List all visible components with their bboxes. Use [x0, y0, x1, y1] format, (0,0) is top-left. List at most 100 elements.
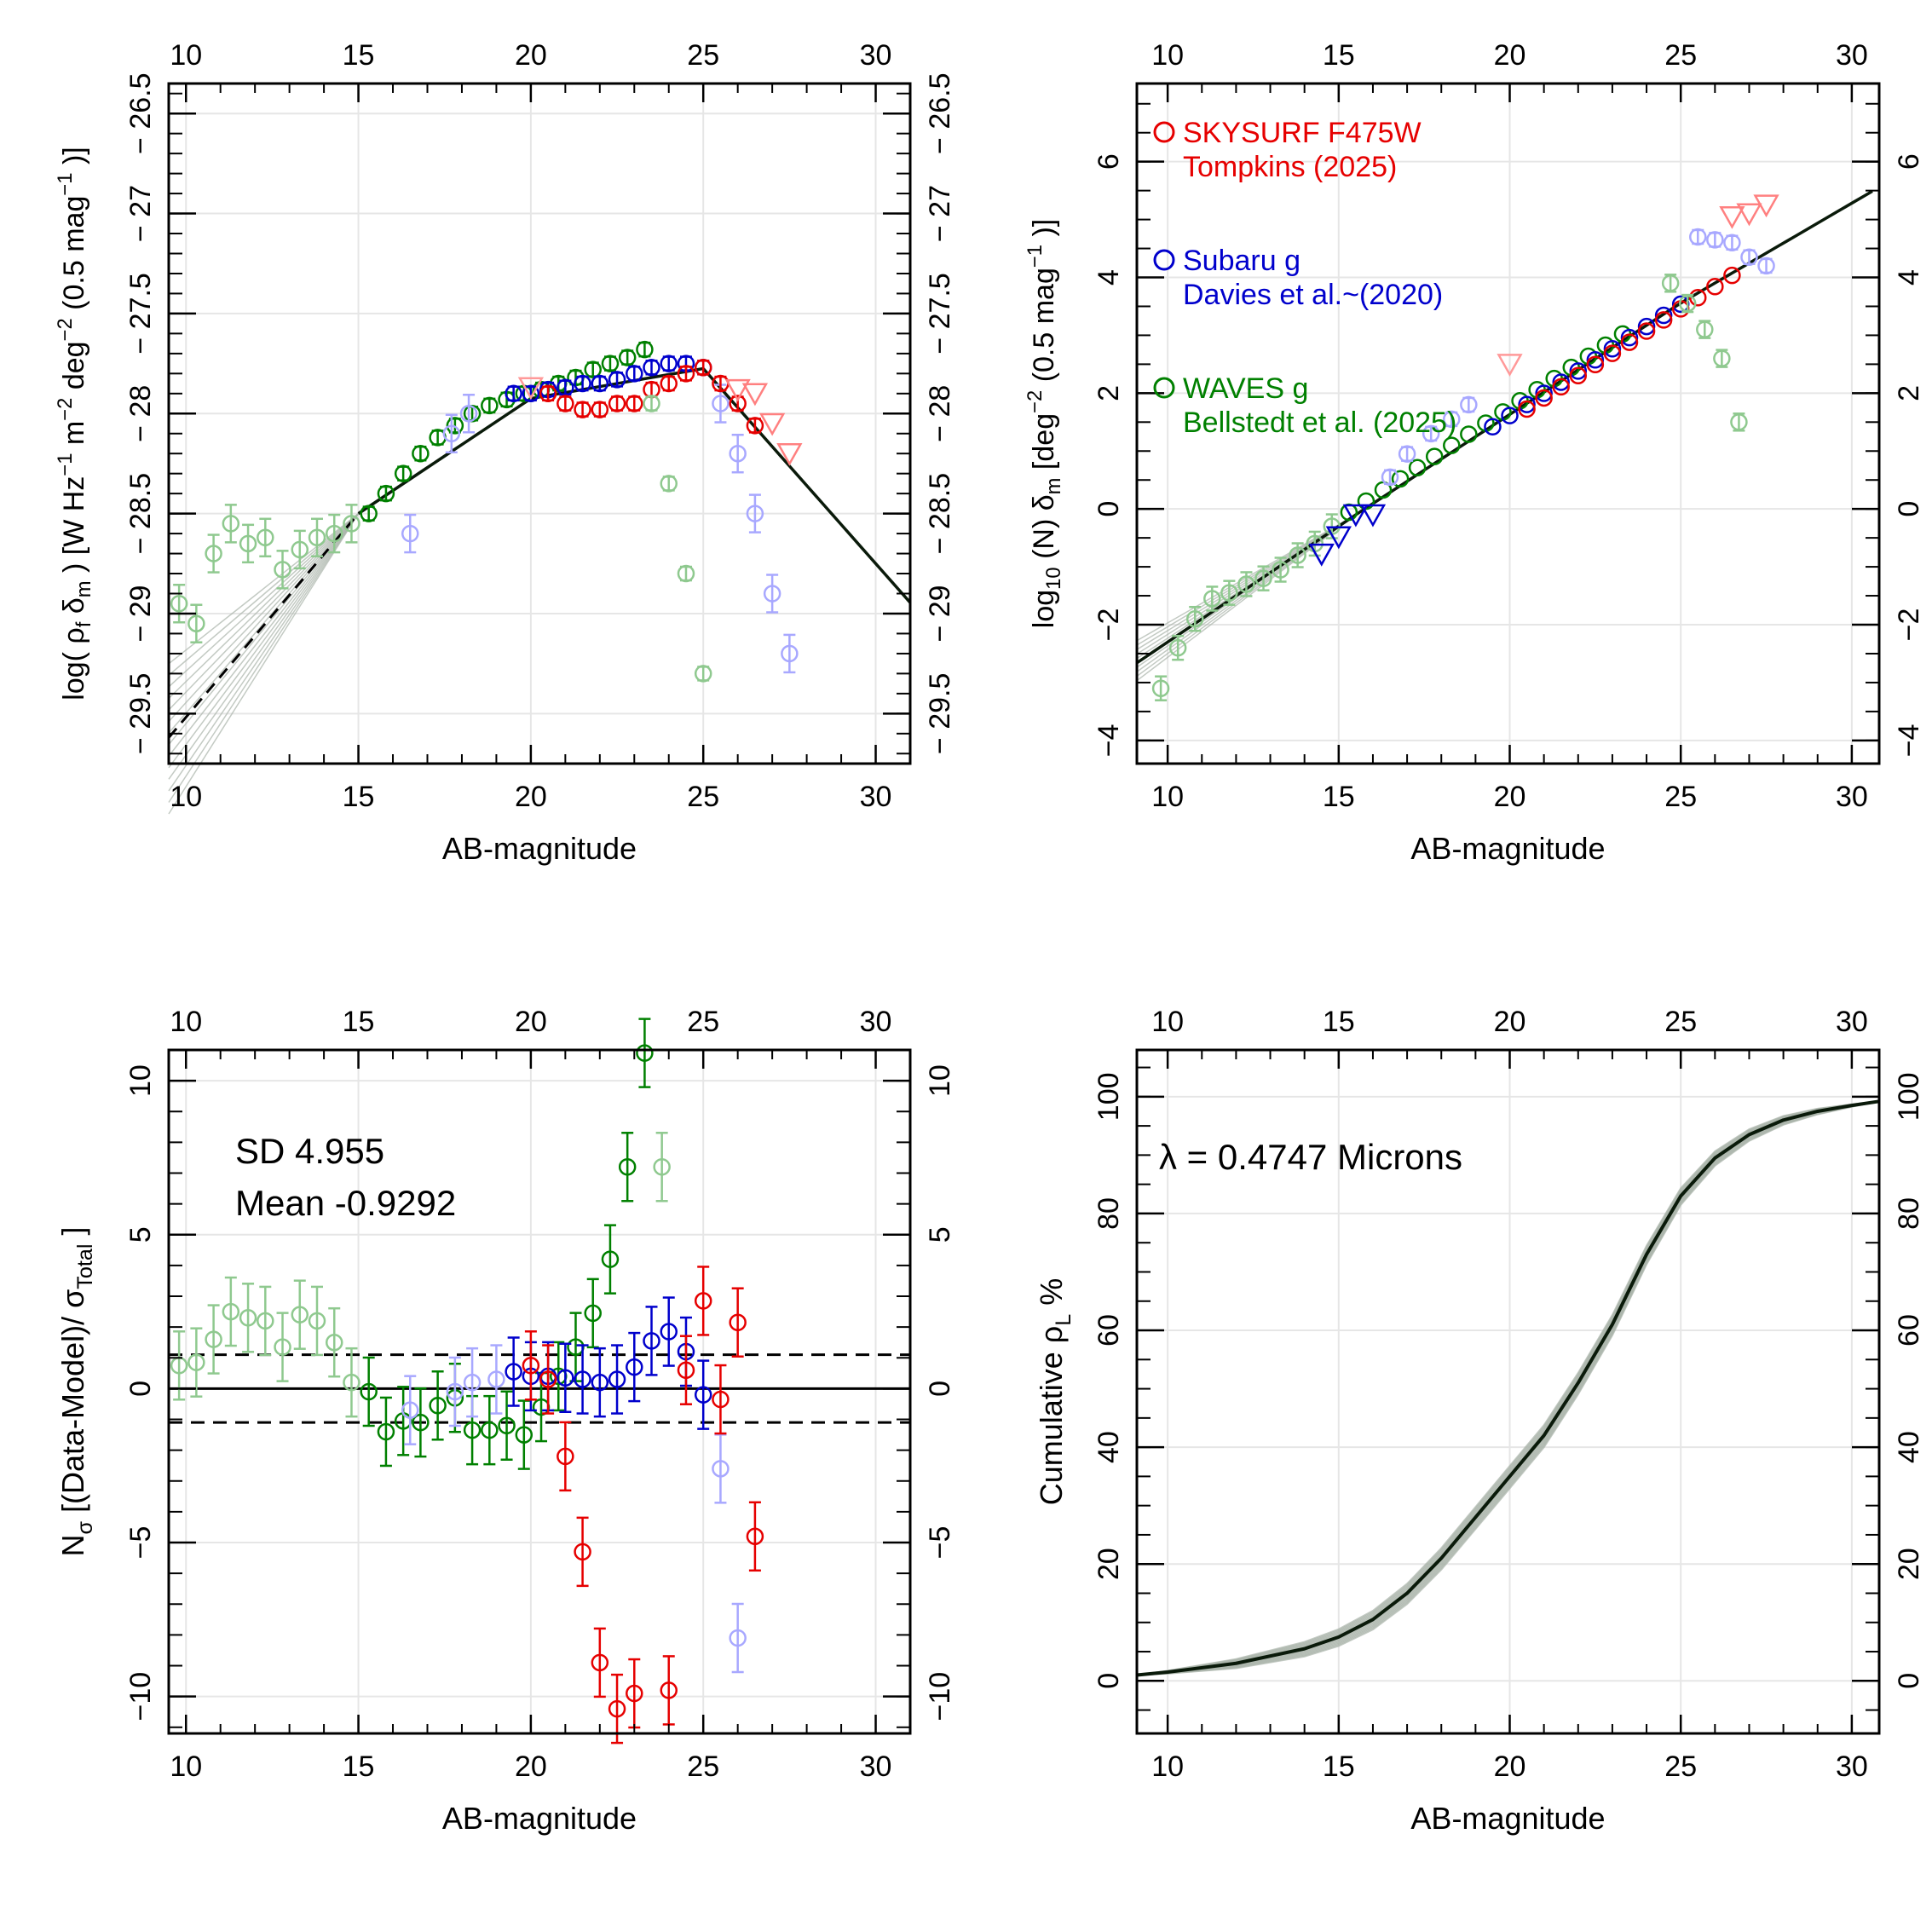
data-point-waves-g — [1408, 458, 1427, 477]
data-point-waves-g — [1425, 447, 1444, 465]
plot-frame — [167, 82, 912, 765]
y-tick-label-right: − 28.5 — [924, 473, 956, 554]
x-tick-label-top: 10 — [170, 39, 202, 72]
panel-residuals: 10 10 15 15 20 20 25 25 30 30 −10 −10 −5 −5 0 0 5 5 10 10 AB… — [55, 1006, 956, 1836]
x-tick-label-bottom: 25 — [1664, 1750, 1697, 1783]
legend-label: Subaru g — [1183, 245, 1300, 277]
label-part: m — [58, 421, 90, 453]
data-point-subaru-faint — [442, 424, 461, 442]
data-point-subaru-faint — [1398, 445, 1416, 463]
y-tick-label-left: 6 — [1093, 153, 1125, 170]
x-tick-label-top: 15 — [1323, 39, 1355, 72]
upper-limit-marker — [1325, 526, 1352, 550]
x-tick-label-top: 30 — [860, 39, 892, 72]
panel-number-counts: 10 10 15 15 20 20 25 25 30 30 −4 −4 −2 −2 0 0 2 2 4 4 6 6 AB-m… — [1024, 39, 1925, 866]
data-point-waves-faint — [1696, 320, 1714, 338]
model-realisation — [1136, 1100, 1880, 1676]
x-tick-label-top: 20 — [515, 1006, 547, 1038]
label-part: 10 — [1042, 567, 1065, 589]
label-part: )] — [1028, 219, 1060, 245]
y-axis-label: log10 (N) δm [deg−2 (0.5 mag−1 )] — [1024, 219, 1065, 628]
data-point-waves-g — [446, 417, 464, 435]
x-tick-label-top: 30 — [1836, 1006, 1868, 1038]
model-realisation — [1136, 1100, 1880, 1676]
data-point-subaru-g — [1654, 306, 1673, 325]
label-part: −1 — [54, 453, 77, 476]
plot-frame — [1135, 82, 1881, 765]
data-point-skysurf — [1569, 366, 1588, 385]
label-part: Cumulative ρ — [1034, 1326, 1069, 1506]
x-tick-label-top: 30 — [860, 1006, 892, 1038]
model-extrapolation-dashed — [167, 512, 360, 739]
y-tick-label-right: − 26.5 — [924, 72, 956, 153]
data-point-subaru-g — [608, 371, 626, 389]
y-tick-label-right: − 29 — [924, 585, 956, 642]
y-tick-label-right: 40 — [1893, 1431, 1925, 1463]
data-point-waves-g — [601, 1250, 620, 1268]
data-point-skysurf-f475w — [608, 1699, 626, 1718]
data-point-waves-g — [601, 355, 620, 372]
y-tick-label-left: −2 — [1093, 608, 1125, 642]
y-tick-label-left: 4 — [1093, 269, 1125, 285]
data-point-subaru-g — [1535, 384, 1553, 402]
data-point-skysurf-f475w — [522, 1357, 540, 1375]
model-realisation — [168, 367, 911, 688]
data-point-waves-g — [584, 1304, 602, 1323]
data-point-waves-faint — [274, 1338, 291, 1356]
data-point-skysurf-f475w — [677, 1361, 695, 1379]
x-tick-label-bottom: 10 — [170, 781, 202, 813]
data-point-skysurf-f475w — [729, 1313, 747, 1331]
data-point-subaru-g — [626, 1358, 643, 1376]
data-point-subaru-g — [660, 1323, 678, 1341]
x-tick-label-bottom: 25 — [1664, 781, 1697, 813]
label-part: L — [1052, 1314, 1076, 1326]
data-point-waves-g-faint — [205, 545, 222, 562]
y-axis-label: log( ρf δm ) [W Hz−1 m−2 deg−2 (0.5 mag−… — [54, 147, 95, 700]
y-tick-label-right: 20 — [1893, 1548, 1925, 1580]
label-part: deg — [58, 341, 90, 397]
data-point-skysurf-f475w — [591, 401, 609, 418]
data-point-skysurf-f475w — [557, 395, 574, 412]
label-part: −1 — [1024, 245, 1047, 268]
model-realisation — [168, 367, 911, 723]
upper-limit-marker — [1736, 203, 1762, 227]
data-point-subaru-faint — [746, 505, 764, 522]
y-tick-label-left: 60 — [1093, 1314, 1125, 1347]
data-point-skysurf-f475w — [660, 1681, 678, 1699]
data-point-waves-faint — [205, 1330, 222, 1348]
y-tick-label-right: −4 — [1893, 724, 1925, 757]
model-realisation — [1136, 1100, 1880, 1676]
data-point-waves-g-faint — [239, 534, 257, 553]
upper-limit-marker — [1753, 194, 1779, 218]
data-point-waves-faint — [1185, 609, 1204, 628]
data-point-subaru-g — [608, 1370, 626, 1388]
label-part: (0.5 mag — [1028, 268, 1060, 390]
label-part: ] — [55, 1226, 90, 1243]
x-tick-label-bottom: 10 — [1151, 1750, 1184, 1783]
data-point-waves-g — [463, 1421, 482, 1439]
data-point-subaru-g — [1484, 418, 1502, 435]
x-tick-label-top: 20 — [1494, 1006, 1526, 1038]
data-point-subaru-faint — [459, 405, 478, 423]
data-point-waves-g — [360, 1382, 378, 1401]
upper-limit-marker — [517, 377, 545, 401]
y-tick-label-left: 20 — [1093, 1548, 1125, 1580]
data-point-subaru-faint — [1422, 424, 1440, 443]
data-point-skysurf — [1535, 389, 1553, 407]
x-tick-label-bottom: 30 — [860, 781, 892, 813]
x-tick-label-bottom: 15 — [343, 781, 375, 813]
label-part: −2 — [54, 318, 77, 341]
data-point-subaru-g — [694, 1386, 712, 1404]
y-tick-label-right: 60 — [1893, 1314, 1925, 1347]
x-tick-label-bottom: 15 — [343, 1750, 375, 1783]
data-point-skysurf — [1552, 378, 1570, 396]
data-point-subaru-faint — [781, 644, 799, 663]
label-part: m — [1042, 478, 1065, 495]
y-tick-label-right: 0 — [924, 1381, 956, 1397]
data-point-subaru-faint — [463, 1373, 482, 1392]
x-tick-label-bottom: 30 — [1836, 781, 1868, 813]
data-point-waves-faint-tail — [660, 475, 678, 493]
label-part: −2 — [54, 398, 77, 421]
data-point-waves-g — [481, 396, 499, 415]
data-point-subaru-g — [574, 374, 591, 393]
